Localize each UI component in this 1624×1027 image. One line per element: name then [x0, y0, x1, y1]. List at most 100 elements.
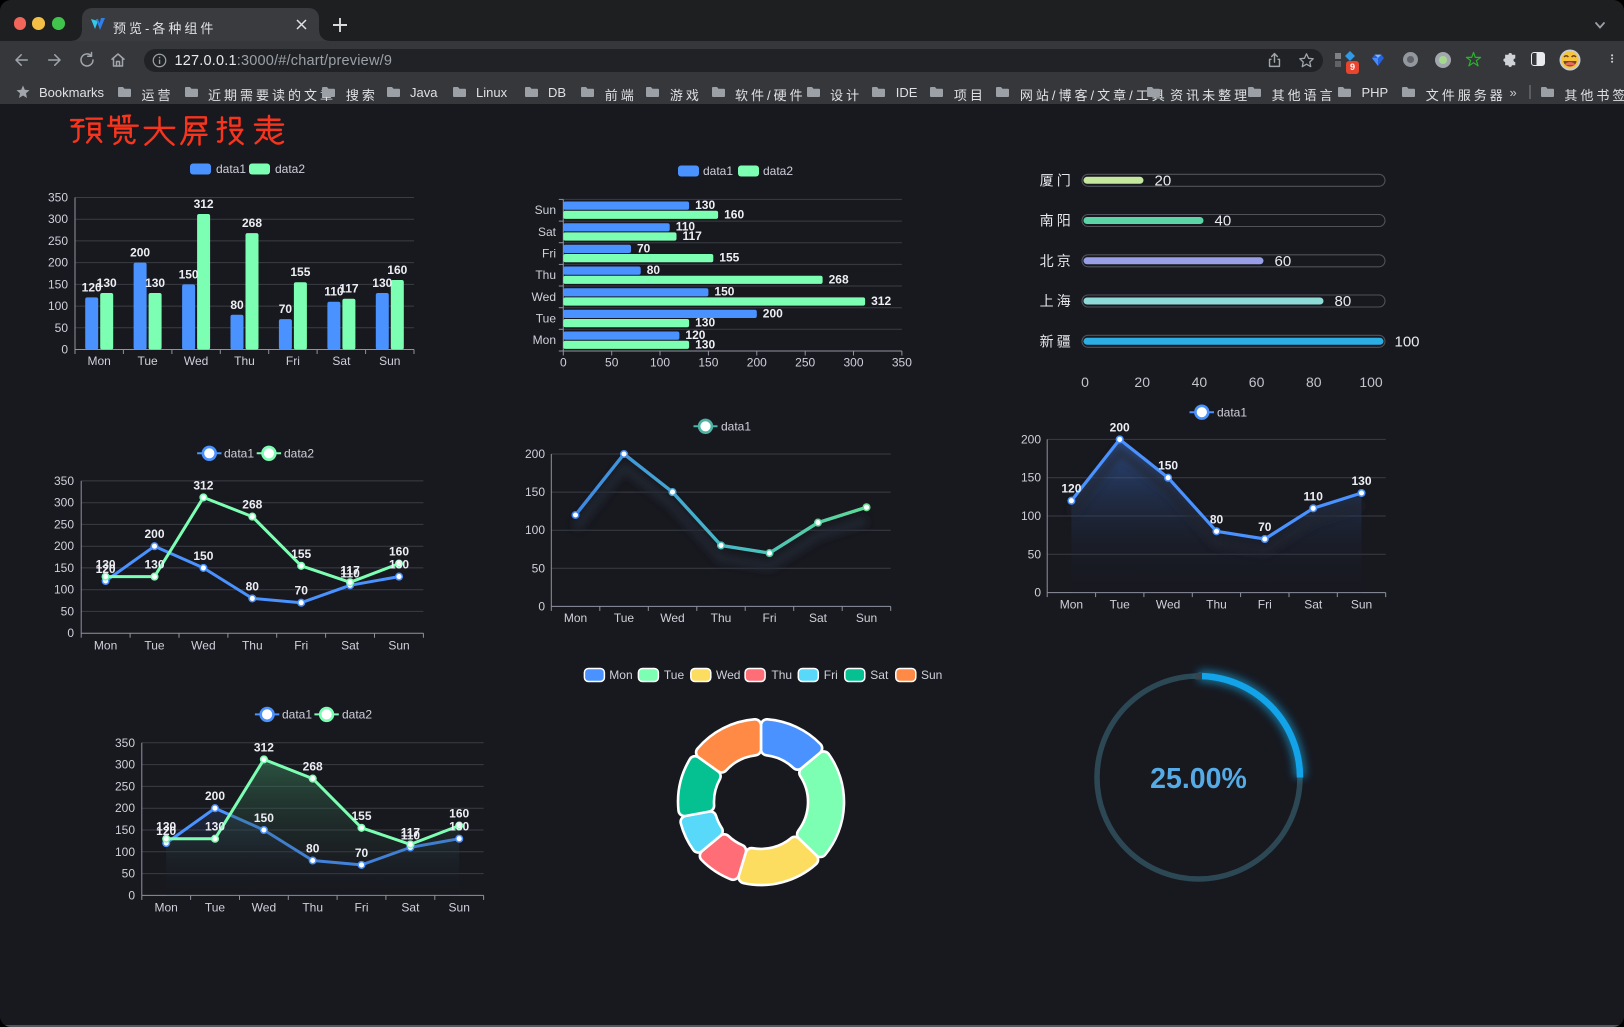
- svg-text:新疆: 新疆: [1040, 333, 1074, 349]
- svg-text:Mon: Mon: [1060, 598, 1083, 612]
- svg-text:130: 130: [372, 276, 392, 290]
- svg-text:160: 160: [724, 207, 744, 221]
- svg-text:100: 100: [54, 583, 74, 597]
- svg-text:0: 0: [560, 356, 567, 370]
- svg-text:data1: data1: [216, 162, 246, 176]
- svg-text:120: 120: [1061, 482, 1081, 496]
- svg-text:150: 150: [179, 267, 199, 281]
- svg-text:厦门: 厦门: [1040, 172, 1074, 188]
- svg-text:200: 200: [1110, 420, 1130, 434]
- svg-text:Fri: Fri: [294, 639, 308, 653]
- svg-text:Tue: Tue: [205, 901, 226, 915]
- svg-text:60: 60: [1249, 374, 1265, 390]
- svg-text:100: 100: [650, 356, 670, 370]
- svg-text:Sat: Sat: [870, 668, 889, 682]
- svg-text:155: 155: [719, 251, 739, 265]
- svg-text:117: 117: [401, 825, 421, 839]
- svg-text:Fri: Fri: [355, 901, 369, 915]
- svg-text:50: 50: [532, 561, 546, 575]
- svg-text:300: 300: [843, 356, 863, 370]
- svg-text:155: 155: [351, 809, 371, 823]
- svg-text:150: 150: [698, 356, 718, 370]
- svg-text:50: 50: [122, 867, 136, 881]
- svg-text:Sat: Sat: [809, 611, 828, 625]
- svg-text:100: 100: [1395, 333, 1420, 350]
- svg-text:南阳: 南阳: [1040, 213, 1074, 229]
- svg-text:Mon: Mon: [609, 668, 632, 682]
- svg-text:312: 312: [254, 740, 274, 754]
- svg-text:data1: data1: [1217, 405, 1247, 419]
- svg-text:0: 0: [67, 626, 74, 640]
- svg-text:data1: data1: [721, 420, 751, 434]
- svg-text:110: 110: [676, 220, 696, 234]
- svg-text:40: 40: [1215, 213, 1232, 230]
- svg-text:130: 130: [1351, 474, 1371, 488]
- svg-text:200: 200: [205, 789, 225, 803]
- svg-text:120: 120: [96, 562, 116, 576]
- svg-text:130: 130: [695, 337, 715, 351]
- svg-text:Thu: Thu: [1206, 598, 1227, 612]
- svg-text:Sun: Sun: [449, 901, 470, 915]
- svg-text:Wed: Wed: [660, 611, 684, 625]
- svg-text:50: 50: [55, 321, 69, 335]
- svg-text:250: 250: [795, 356, 815, 370]
- svg-text:Wed: Wed: [1156, 598, 1180, 612]
- svg-text:Thu: Thu: [302, 901, 323, 915]
- svg-text:Mon: Mon: [88, 354, 111, 368]
- svg-text:0: 0: [1081, 374, 1089, 390]
- svg-text:80: 80: [1335, 293, 1352, 310]
- svg-text:20: 20: [1134, 374, 1150, 390]
- svg-text:130: 130: [205, 820, 225, 834]
- svg-text:120: 120: [156, 824, 176, 838]
- svg-text:Thu: Thu: [771, 668, 792, 682]
- svg-text:Sun: Sun: [1351, 598, 1372, 612]
- svg-text:250: 250: [48, 234, 68, 248]
- svg-text:117: 117: [683, 229, 703, 243]
- svg-text:Wed: Wed: [532, 290, 556, 304]
- svg-text:Mon: Mon: [564, 611, 587, 625]
- svg-text:100: 100: [1021, 509, 1041, 523]
- svg-text:130: 130: [695, 198, 715, 212]
- svg-text:150: 150: [525, 485, 545, 499]
- svg-text:150: 150: [48, 277, 68, 291]
- svg-text:130: 130: [96, 558, 116, 572]
- svg-text:130: 130: [389, 558, 409, 572]
- svg-text:data1: data1: [703, 164, 733, 178]
- svg-text:Wed: Wed: [716, 668, 740, 682]
- svg-text:120: 120: [82, 280, 102, 294]
- svg-text:100: 100: [525, 523, 545, 537]
- svg-text:Sun: Sun: [535, 203, 556, 217]
- svg-text:Sat: Sat: [401, 901, 420, 915]
- svg-text:200: 200: [144, 527, 164, 541]
- svg-text:300: 300: [115, 758, 135, 772]
- svg-text:268: 268: [829, 272, 849, 286]
- svg-text:200: 200: [747, 356, 767, 370]
- svg-text:350: 350: [115, 736, 135, 750]
- svg-text:Wed: Wed: [184, 354, 208, 368]
- svg-text:data2: data2: [284, 447, 314, 461]
- svg-text:Mon: Mon: [533, 333, 556, 347]
- svg-text:70: 70: [355, 846, 369, 860]
- svg-text:350: 350: [892, 356, 912, 370]
- svg-text:130: 130: [144, 558, 164, 572]
- svg-text:155: 155: [291, 547, 311, 561]
- svg-text:Thu: Thu: [711, 611, 732, 625]
- svg-text:268: 268: [242, 498, 262, 512]
- svg-text:80: 80: [230, 298, 244, 312]
- svg-text:data1: data1: [224, 447, 254, 461]
- svg-text:Fri: Fri: [763, 611, 777, 625]
- svg-text:Sun: Sun: [921, 668, 942, 682]
- svg-text:130: 130: [695, 316, 715, 330]
- svg-text:Mon: Mon: [94, 639, 117, 653]
- svg-text:110: 110: [340, 566, 360, 580]
- svg-text:80: 80: [246, 579, 260, 593]
- svg-text:Thu: Thu: [535, 268, 556, 282]
- svg-text:data1: data1: [282, 708, 312, 722]
- svg-text:20: 20: [1155, 172, 1172, 189]
- svg-text:150: 150: [254, 811, 274, 825]
- svg-text:Sat: Sat: [538, 225, 557, 239]
- svg-text:200: 200: [115, 801, 135, 815]
- svg-text:Tue: Tue: [664, 668, 685, 682]
- svg-text:312: 312: [193, 478, 213, 492]
- svg-text:Sun: Sun: [388, 639, 409, 653]
